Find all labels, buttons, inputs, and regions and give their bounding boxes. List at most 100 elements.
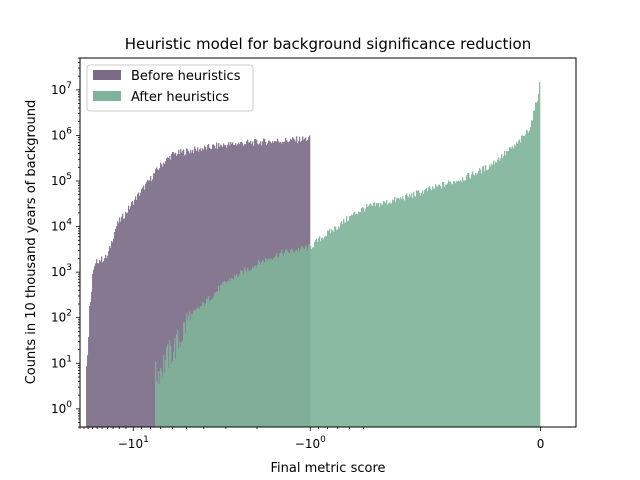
histogram-bar-series-0 bbox=[86, 366, 88, 427]
histogram-bar-series-1 bbox=[352, 215, 354, 427]
histogram-bar-series-1 bbox=[197, 307, 199, 427]
histogram-bar-series-1 bbox=[185, 332, 187, 427]
histogram-bar-series-0 bbox=[100, 261, 102, 427]
histogram-bar-series-1 bbox=[261, 262, 263, 427]
histogram-bar-series-1 bbox=[532, 120, 534, 427]
histogram-bar-series-1 bbox=[281, 249, 283, 427]
histogram-bar-series-1 bbox=[525, 134, 527, 427]
histogram-bar-series-1 bbox=[508, 151, 510, 428]
histogram-bar-series-1 bbox=[262, 259, 264, 427]
histogram-bar-series-1 bbox=[362, 207, 364, 427]
histogram-bar-series-1 bbox=[303, 248, 305, 427]
histogram-bar-series-1 bbox=[436, 186, 438, 427]
histogram-bar-series-1 bbox=[359, 212, 361, 427]
histogram-bar-series-1 bbox=[391, 203, 393, 427]
histogram-bar-series-0 bbox=[132, 200, 134, 427]
histogram-bar-series-0 bbox=[129, 209, 131, 427]
legend-label-before: Before heuristics bbox=[131, 69, 241, 84]
histogram-bar-series-1 bbox=[406, 193, 408, 427]
histogram-bar-series-1 bbox=[487, 170, 489, 427]
histogram-bar-series-1 bbox=[295, 250, 297, 427]
histogram-bar-series-1 bbox=[341, 221, 343, 427]
histogram-bar-series-1 bbox=[368, 205, 370, 427]
histogram-bar-series-1 bbox=[419, 192, 421, 427]
histogram-bar-series-1 bbox=[413, 191, 415, 427]
histogram-bar-series-1 bbox=[350, 215, 352, 427]
histogram-bar-series-1 bbox=[301, 245, 303, 427]
histogram-bar-series-1 bbox=[241, 270, 243, 427]
histogram-bar-series-1 bbox=[267, 260, 269, 427]
histogram-bar-series-0 bbox=[127, 212, 129, 427]
x-tick-label: 0 bbox=[537, 437, 545, 451]
histogram-bar-series-0 bbox=[90, 301, 92, 427]
histogram-bar-series-0 bbox=[152, 179, 154, 427]
histogram-bar-series-1 bbox=[506, 151, 508, 427]
histogram-bar-series-1 bbox=[437, 186, 439, 427]
histogram-bar-series-0 bbox=[170, 159, 172, 428]
histogram-bar-series-0 bbox=[158, 169, 160, 427]
histogram-bar-series-0 bbox=[190, 149, 192, 427]
histogram-bar-series-1 bbox=[171, 363, 173, 427]
histogram-bar-series-1 bbox=[498, 157, 500, 427]
histogram-bar-series-1 bbox=[312, 247, 314, 427]
histogram-bar-series-1 bbox=[385, 203, 387, 427]
histogram-bar-series-1 bbox=[539, 82, 541, 427]
histogram-bar-series-1 bbox=[470, 178, 472, 427]
histogram-bar-series-1 bbox=[529, 130, 531, 428]
histogram-bar-series-1 bbox=[174, 338, 176, 427]
histogram-bar-series-1 bbox=[201, 305, 203, 427]
histogram-bar-series-1 bbox=[521, 135, 523, 427]
histogram-bar-series-1 bbox=[209, 301, 211, 427]
legend: Before heuristics After heuristics bbox=[86, 64, 254, 112]
histogram-bar-series-0 bbox=[165, 161, 167, 428]
histogram-bar-series-0 bbox=[102, 262, 104, 427]
histogram-bar-series-0 bbox=[126, 213, 128, 427]
histogram-bar-series-1 bbox=[300, 248, 302, 427]
plot-area bbox=[86, 82, 541, 428]
x-tick-label: −101 bbox=[118, 435, 149, 451]
histogram-bar-series-1 bbox=[192, 314, 194, 427]
histogram-bar-series-0 bbox=[201, 151, 203, 427]
histogram-bar-series-1 bbox=[206, 298, 208, 427]
histogram-bar-series-1 bbox=[503, 156, 505, 428]
histogram-bar-series-1 bbox=[349, 215, 351, 427]
histogram-bar-series-0 bbox=[193, 153, 195, 427]
histogram-bar-series-1 bbox=[356, 213, 358, 427]
histogram-bar-series-1 bbox=[246, 272, 248, 427]
histogram-bar-series-1 bbox=[366, 204, 368, 427]
histogram-bar-series-1 bbox=[441, 188, 443, 427]
histogram-bar-series-1 bbox=[378, 202, 380, 427]
histogram-bar-series-1 bbox=[367, 206, 369, 427]
histogram-bar-series-1 bbox=[388, 203, 390, 427]
histogram-bar-series-0 bbox=[185, 154, 187, 428]
histogram-bar-series-1 bbox=[175, 359, 177, 427]
histogram-bar-series-1 bbox=[240, 270, 242, 427]
histogram-bar-series-1 bbox=[375, 206, 377, 427]
histogram-bar-series-0 bbox=[206, 149, 208, 427]
histogram-bar-series-1 bbox=[353, 212, 355, 427]
histogram-bar-series-1 bbox=[193, 310, 195, 427]
histogram-bar-series-1 bbox=[468, 173, 470, 427]
histogram-bar-series-1 bbox=[538, 93, 540, 427]
histogram-bar-series-1 bbox=[496, 162, 498, 427]
histogram-bar-series-0 bbox=[178, 149, 180, 427]
histogram-bar-series-1 bbox=[205, 303, 207, 427]
histogram-bar-series-1 bbox=[191, 314, 193, 427]
histogram-bar-series-0 bbox=[139, 195, 141, 427]
histogram-bar-series-0 bbox=[115, 228, 117, 427]
histogram-bar-series-1 bbox=[247, 267, 249, 427]
histogram-bar-series-0 bbox=[88, 337, 90, 427]
histogram-bar-series-1 bbox=[424, 190, 426, 427]
histogram-bar-series-1 bbox=[481, 173, 483, 427]
histogram-bar-series-1 bbox=[372, 205, 374, 427]
histogram-bar-series-1 bbox=[291, 248, 293, 427]
histogram-bar-series-0 bbox=[101, 256, 103, 427]
histogram-bar-series-1 bbox=[387, 204, 389, 427]
histogram-bar-series-1 bbox=[483, 166, 485, 427]
histogram-bar-series-1 bbox=[370, 203, 372, 427]
histogram-bar-series-0 bbox=[93, 269, 95, 427]
histogram-bar-series-0 bbox=[153, 173, 155, 427]
histogram-bar-series-1 bbox=[519, 139, 521, 427]
x-tick-label: −100 bbox=[295, 435, 326, 451]
histogram-bar-series-1 bbox=[239, 273, 241, 427]
